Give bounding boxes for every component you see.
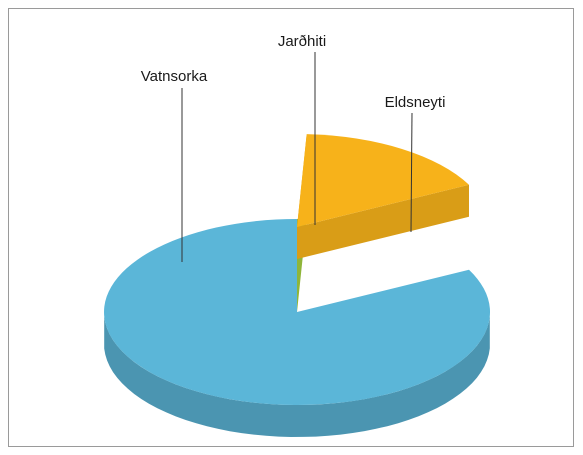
slice-jar-hiti: [297, 134, 469, 227]
slice-vatnsorka: [104, 219, 491, 405]
leader-line-eldsneyti: [410, 112, 413, 233]
leader-lines: [181, 52, 413, 262]
slice-wall-jar-hiti-1: [297, 184, 469, 259]
slice-side-vatnsorka: [104, 316, 490, 437]
slice-labels: Vatnsorka Jarðhiti Eldsneyti: [141, 33, 446, 111]
slice-label-jar-hiti: Jarðhiti: [278, 33, 326, 50]
slice-label-eldsneyti: Eldsneyti: [385, 94, 446, 111]
slice-label-vatnsorka: Vatnsorka: [141, 68, 208, 85]
pie-slices: [104, 134, 491, 437]
